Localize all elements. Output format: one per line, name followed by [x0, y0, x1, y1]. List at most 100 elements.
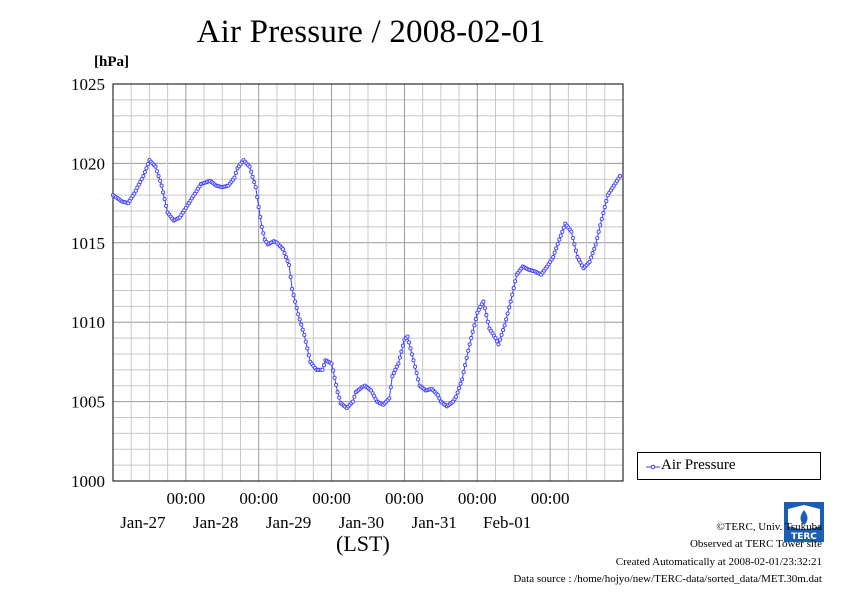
data-point	[388, 385, 393, 390]
data-point	[484, 313, 489, 318]
data-point	[258, 214, 263, 220]
data-point	[551, 255, 556, 260]
plot-frame	[112, 83, 624, 482]
data-point	[453, 394, 459, 399]
data-point	[302, 332, 307, 337]
data-point	[400, 343, 405, 348]
data-point	[493, 336, 498, 341]
x-tick-date-label: Jan-30	[339, 513, 384, 532]
data-point	[558, 233, 563, 238]
legend: Air Pressure	[637, 452, 821, 480]
data-point	[133, 188, 138, 193]
terc-logo: TERC	[784, 502, 824, 542]
data-point	[293, 299, 298, 304]
copyright-text: ©TERC, Univ. Tsukuba	[716, 521, 822, 533]
data-point	[303, 339, 308, 344]
series-line	[112, 159, 621, 409]
y-tick-label: 1010	[71, 313, 105, 332]
data-point	[455, 390, 460, 395]
data-point	[560, 229, 565, 234]
data-point	[154, 169, 160, 174]
data-point	[602, 205, 607, 210]
data-point	[161, 190, 166, 195]
observation-site-text: Observed at TERC Tower site	[689, 538, 822, 550]
y-axis: 1000 1005 1010 1015 1020 1025	[71, 75, 105, 491]
data-point	[590, 251, 595, 256]
data-point	[332, 375, 337, 380]
data-point	[569, 229, 574, 234]
data-point	[153, 164, 158, 169]
data-point	[291, 293, 296, 298]
data-point	[457, 386, 462, 391]
data-point	[552, 250, 557, 255]
data-point	[464, 355, 469, 360]
data-point	[557, 237, 562, 242]
data-point	[504, 317, 509, 322]
x-tick-date-label: Jan-29	[266, 513, 311, 532]
data-point	[589, 255, 594, 260]
data-point	[294, 305, 299, 310]
data-point	[393, 367, 398, 372]
data-point	[502, 323, 507, 328]
x-axis: 00:00Jan-2700:00Jan-2800:00Jan-2900:00Ja…	[120, 489, 569, 532]
x-tick-time-label: 00:00	[239, 489, 278, 508]
data-point	[252, 180, 257, 185]
data-point	[280, 247, 286, 252]
data-point	[561, 225, 566, 230]
x-tick-time-label: 00:00	[312, 489, 351, 508]
data-point	[352, 394, 357, 399]
data-point	[416, 377, 421, 382]
data-point	[473, 316, 478, 322]
data-point	[290, 286, 295, 291]
data-point	[513, 279, 518, 284]
data-point	[253, 185, 258, 190]
data-point	[350, 399, 355, 404]
grid	[113, 84, 623, 481]
data-point	[305, 346, 310, 351]
data-point	[463, 363, 468, 368]
data-point	[141, 174, 146, 179]
data-point	[337, 395, 342, 400]
x-tick-date-label: Jan-31	[412, 513, 457, 532]
data-point	[299, 322, 304, 327]
data-point	[409, 352, 415, 357]
x-tick-time-label: 00:00	[458, 489, 497, 508]
data-point	[437, 396, 442, 401]
data-point	[387, 396, 392, 401]
data-point	[261, 231, 266, 236]
data-point	[394, 364, 399, 369]
data-point	[288, 274, 293, 279]
data-point	[508, 299, 513, 304]
data-point	[300, 327, 305, 332]
legend-label: Air Pressure	[661, 457, 736, 473]
data-point	[399, 349, 404, 354]
data-point	[511, 286, 516, 291]
data-point	[259, 224, 264, 229]
data-point	[481, 299, 486, 304]
data-point	[485, 319, 490, 324]
data-point	[494, 339, 500, 344]
data-point	[296, 312, 301, 317]
x-tick-time-label: 00:00	[385, 489, 424, 508]
legend-marker-icon	[646, 464, 660, 470]
data-point	[282, 251, 287, 256]
x-tick-date-label: Jan-28	[193, 513, 238, 532]
data-point	[435, 393, 440, 398]
data-point	[249, 169, 254, 174]
data-point	[601, 210, 606, 216]
x-tick-date-label: Jan-27	[120, 513, 166, 532]
created-timestamp-text: Created Automatically at 2008-02-01/23:3…	[615, 556, 822, 568]
data-point	[467, 342, 472, 347]
y-tick-label: 1000	[71, 472, 105, 491]
y-axis-unit-label: [hPa]	[94, 54, 129, 70]
data-point	[592, 246, 597, 251]
data-point	[507, 305, 512, 310]
data-point	[159, 183, 164, 188]
data-point	[329, 361, 334, 366]
data-point	[510, 292, 515, 297]
data-point	[461, 370, 466, 375]
data-point	[397, 355, 402, 360]
y-tick-label: 1005	[71, 393, 105, 412]
data-point	[499, 332, 504, 337]
